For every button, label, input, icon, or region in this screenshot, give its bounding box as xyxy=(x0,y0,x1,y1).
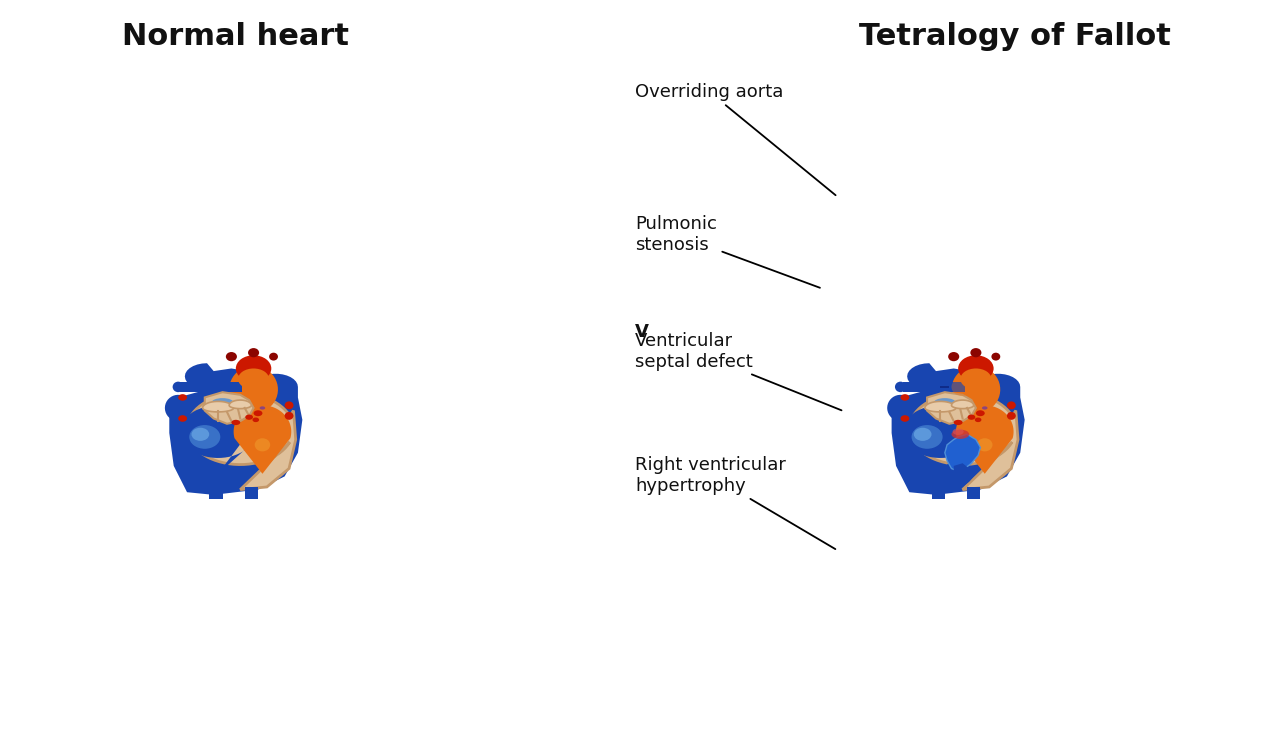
Ellipse shape xyxy=(951,430,969,439)
Ellipse shape xyxy=(189,425,220,448)
Ellipse shape xyxy=(895,381,906,392)
Ellipse shape xyxy=(237,368,269,390)
Polygon shape xyxy=(951,366,1001,413)
Polygon shape xyxy=(180,405,254,474)
Polygon shape xyxy=(888,395,909,421)
Polygon shape xyxy=(229,366,278,413)
Polygon shape xyxy=(187,393,296,489)
Polygon shape xyxy=(165,395,187,421)
Text: Overriding aorta: Overriding aorta xyxy=(635,82,836,196)
Ellipse shape xyxy=(226,352,237,361)
Ellipse shape xyxy=(1007,412,1016,420)
Polygon shape xyxy=(925,402,956,412)
Text: V: V xyxy=(635,323,649,341)
Text: Ventricular
septal defect: Ventricular septal defect xyxy=(635,331,842,410)
Ellipse shape xyxy=(248,348,259,357)
Ellipse shape xyxy=(952,428,964,435)
Ellipse shape xyxy=(968,414,975,420)
Polygon shape xyxy=(180,381,243,392)
Ellipse shape xyxy=(970,348,982,357)
Ellipse shape xyxy=(173,381,184,392)
Polygon shape xyxy=(931,487,945,499)
Ellipse shape xyxy=(890,404,902,414)
Polygon shape xyxy=(892,363,1025,495)
Ellipse shape xyxy=(284,402,293,409)
Ellipse shape xyxy=(982,406,988,410)
Polygon shape xyxy=(965,381,1007,392)
Ellipse shape xyxy=(231,420,240,425)
Ellipse shape xyxy=(1007,402,1016,409)
Ellipse shape xyxy=(178,415,187,422)
Ellipse shape xyxy=(253,418,259,422)
Polygon shape xyxy=(966,487,980,499)
Ellipse shape xyxy=(951,378,974,396)
Ellipse shape xyxy=(975,418,982,422)
Ellipse shape xyxy=(178,394,187,401)
Polygon shape xyxy=(909,393,1019,489)
Ellipse shape xyxy=(975,410,984,416)
Polygon shape xyxy=(956,405,1013,474)
Polygon shape xyxy=(202,402,234,412)
Polygon shape xyxy=(949,464,975,487)
Ellipse shape xyxy=(958,356,993,381)
Ellipse shape xyxy=(284,412,293,420)
Ellipse shape xyxy=(933,398,956,407)
Polygon shape xyxy=(229,400,251,408)
Polygon shape xyxy=(204,392,254,424)
Polygon shape xyxy=(169,363,302,495)
Ellipse shape xyxy=(914,428,931,441)
Ellipse shape xyxy=(255,438,271,451)
Ellipse shape xyxy=(992,353,1001,361)
Ellipse shape xyxy=(960,368,992,390)
Ellipse shape xyxy=(259,406,265,410)
Text: Pulmonic
stenosis: Pulmonic stenosis xyxy=(635,215,820,288)
Polygon shape xyxy=(951,400,974,408)
Ellipse shape xyxy=(211,398,234,407)
Polygon shape xyxy=(210,487,222,499)
Ellipse shape xyxy=(269,353,278,361)
Polygon shape xyxy=(243,381,284,392)
Polygon shape xyxy=(245,487,258,499)
Polygon shape xyxy=(903,381,965,392)
Ellipse shape xyxy=(254,410,263,416)
Polygon shape xyxy=(945,434,980,471)
Ellipse shape xyxy=(192,428,210,441)
Ellipse shape xyxy=(977,438,993,451)
Polygon shape xyxy=(903,405,977,474)
Ellipse shape xyxy=(245,414,253,420)
Ellipse shape xyxy=(900,415,909,422)
Ellipse shape xyxy=(949,352,959,361)
Text: Normal heart: Normal heart xyxy=(122,23,349,51)
Ellipse shape xyxy=(912,425,942,448)
Ellipse shape xyxy=(168,404,179,414)
Polygon shape xyxy=(234,405,291,474)
Text: Tetralogy of Fallot: Tetralogy of Fallot xyxy=(860,23,1171,51)
Ellipse shape xyxy=(900,394,909,401)
Polygon shape xyxy=(940,386,949,388)
Ellipse shape xyxy=(954,420,963,425)
Polygon shape xyxy=(927,392,975,424)
Text: Right ventricular
hypertrophy: Right ventricular hypertrophy xyxy=(635,456,836,549)
Ellipse shape xyxy=(236,356,272,381)
